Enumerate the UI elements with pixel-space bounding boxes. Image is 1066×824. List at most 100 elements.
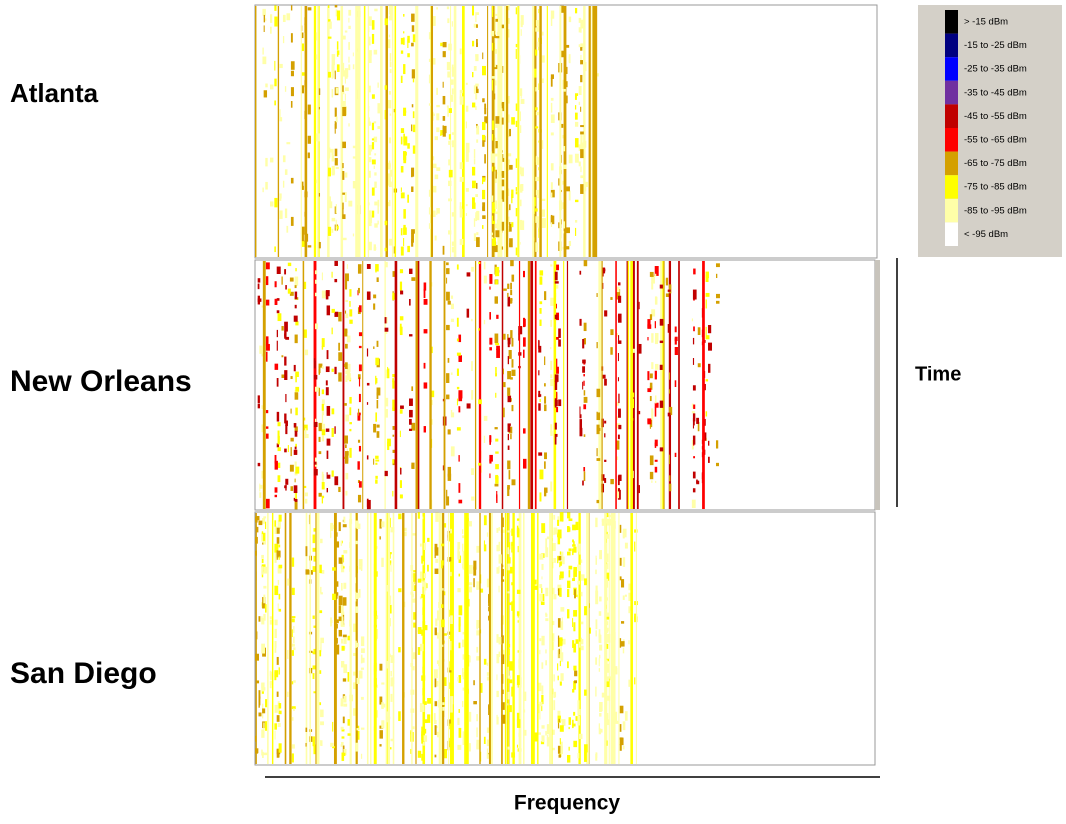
streak xyxy=(293,708,295,712)
streak xyxy=(557,516,560,523)
streak xyxy=(338,616,342,622)
streak xyxy=(307,245,312,248)
streak xyxy=(563,6,567,257)
streak xyxy=(495,116,500,124)
streak xyxy=(277,579,280,585)
streak xyxy=(334,206,337,214)
streak xyxy=(294,304,297,309)
streak xyxy=(360,636,365,647)
streak xyxy=(398,513,402,520)
streak xyxy=(511,274,515,282)
streak xyxy=(665,277,669,286)
streak xyxy=(294,471,298,476)
streak xyxy=(459,89,463,94)
streak xyxy=(563,88,566,92)
streak xyxy=(344,74,346,84)
streak xyxy=(321,346,324,350)
streak xyxy=(274,281,277,288)
streak xyxy=(284,513,287,764)
streak xyxy=(588,6,591,257)
streak xyxy=(522,729,527,736)
streak xyxy=(488,606,490,612)
streak xyxy=(411,464,415,468)
streak xyxy=(458,623,461,633)
streak xyxy=(605,678,610,688)
streak xyxy=(345,313,349,319)
streak xyxy=(294,285,297,289)
streak xyxy=(456,338,459,342)
streak xyxy=(373,136,378,143)
streak xyxy=(692,471,696,479)
streak xyxy=(458,455,460,462)
streak xyxy=(546,732,551,735)
legend-swatch xyxy=(945,80,958,105)
streak xyxy=(515,187,517,192)
streak xyxy=(443,523,447,528)
streak xyxy=(483,261,486,270)
streak xyxy=(376,431,380,438)
streak xyxy=(491,80,494,83)
streak xyxy=(654,439,658,447)
streak xyxy=(434,568,439,575)
streak xyxy=(510,297,513,304)
streak xyxy=(274,460,278,470)
streak xyxy=(263,566,268,574)
streak xyxy=(343,550,348,554)
streak xyxy=(338,486,341,493)
streak xyxy=(285,484,287,491)
streak xyxy=(507,547,510,555)
streak xyxy=(390,738,394,742)
streak xyxy=(265,336,269,346)
streak xyxy=(492,220,496,224)
streak xyxy=(326,488,329,493)
streak xyxy=(274,16,278,27)
streak xyxy=(507,283,510,289)
streak xyxy=(492,203,496,214)
streak xyxy=(450,696,454,705)
streak xyxy=(578,513,581,764)
streak xyxy=(510,260,514,267)
streak xyxy=(532,68,537,78)
streak xyxy=(360,657,365,663)
streak xyxy=(321,474,325,484)
streak xyxy=(448,134,451,140)
streak xyxy=(353,652,356,656)
streak xyxy=(691,499,696,509)
streak xyxy=(312,534,316,544)
streak xyxy=(601,261,603,509)
streak xyxy=(434,547,439,556)
streak xyxy=(358,305,362,313)
streak xyxy=(348,9,352,16)
streak xyxy=(278,544,281,548)
streak xyxy=(622,557,626,567)
streak xyxy=(336,50,340,55)
streak xyxy=(374,8,378,12)
streak xyxy=(344,279,348,290)
streak xyxy=(312,615,315,619)
streak xyxy=(541,198,546,201)
streak xyxy=(336,41,339,50)
streak xyxy=(541,587,543,594)
streak xyxy=(326,405,331,416)
streak xyxy=(466,598,470,607)
streak xyxy=(598,723,600,730)
streak xyxy=(442,125,447,134)
streak xyxy=(465,188,469,192)
streak xyxy=(274,670,279,678)
streak xyxy=(486,727,490,733)
streak xyxy=(616,333,618,337)
streak xyxy=(595,569,597,575)
streak xyxy=(667,324,669,333)
streak xyxy=(269,670,271,677)
streak xyxy=(692,425,694,429)
streak xyxy=(575,594,579,597)
streak xyxy=(304,191,308,198)
streak xyxy=(555,358,558,368)
streak xyxy=(567,551,571,556)
streak xyxy=(515,49,517,59)
streak xyxy=(341,611,345,621)
streak xyxy=(510,289,513,296)
streak xyxy=(261,690,264,694)
streak xyxy=(708,456,710,463)
streak xyxy=(459,238,464,245)
